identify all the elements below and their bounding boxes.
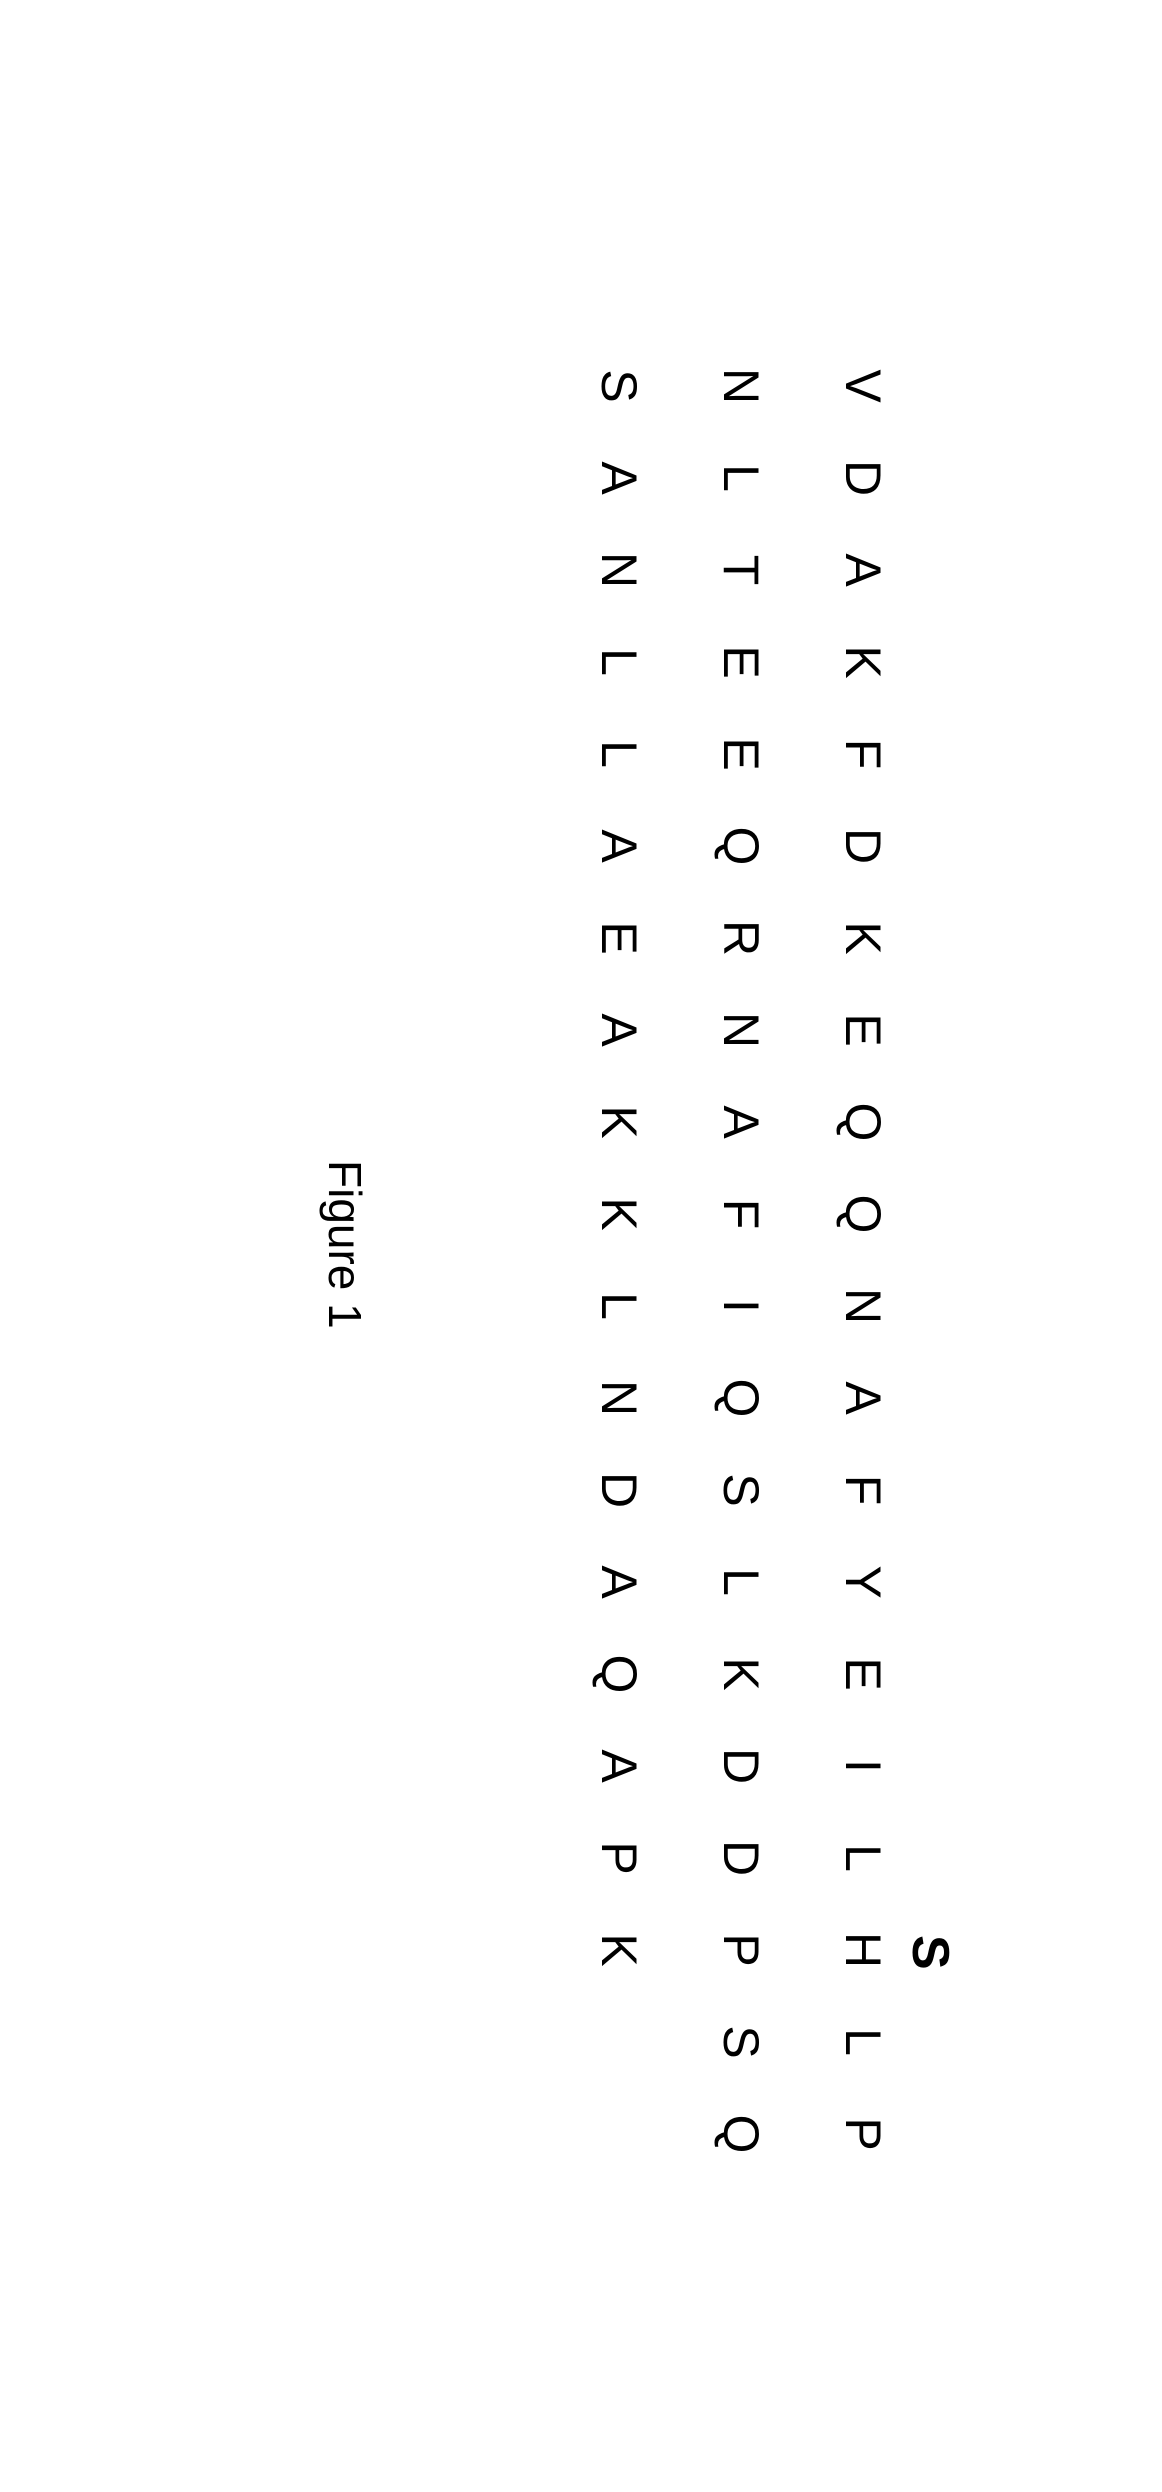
residue: Q: [712, 1352, 770, 1444]
figure-content: S VDAKFDKEQQNAFYEILHLPNLTEEQRNAFIQSLKDDP…: [526, 340, 892, 2190]
residue: S: [712, 1444, 770, 1536]
residue: E: [834, 984, 892, 1076]
residue: A: [712, 1076, 770, 1168]
residue: L: [590, 1260, 648, 1352]
residue: K: [590, 1904, 648, 1996]
residue: A: [590, 432, 648, 524]
residue: Q: [834, 1076, 892, 1168]
residue: D: [590, 1444, 648, 1536]
residue: Q: [834, 1168, 892, 1260]
residue: I: [712, 1260, 770, 1352]
residue: K: [834, 892, 892, 984]
residue: K: [590, 1076, 648, 1168]
residue: D: [712, 1720, 770, 1812]
residue: N: [590, 1352, 648, 1444]
residue: A: [590, 1536, 648, 1628]
residue: A: [590, 1720, 648, 1812]
residue: A: [834, 524, 892, 616]
residue: L: [712, 432, 770, 524]
residue: Q: [712, 800, 770, 892]
residue: D: [834, 800, 892, 892]
residue: A: [590, 984, 648, 1076]
residue: N: [834, 1260, 892, 1352]
residue: Y: [834, 1536, 892, 1628]
residue: I: [834, 1720, 892, 1812]
residue: S: [590, 340, 648, 432]
residue: E: [834, 1628, 892, 1720]
sequence-row-2: NLTEEQRNAFIQSLKDDPSQ: [712, 340, 770, 2190]
residue: V: [834, 340, 892, 432]
residue: N: [712, 340, 770, 432]
residue: L: [834, 1996, 892, 2088]
residue: L: [712, 1536, 770, 1628]
residue: K: [834, 616, 892, 708]
residue: P: [834, 2088, 892, 2180]
residue: F: [712, 1168, 770, 1260]
sequence-block: VDAKFDKEQQNAFYEILHLPNLTEEQRNAFIQSLKDDPSQ…: [590, 340, 892, 2190]
residue: D: [712, 1812, 770, 1904]
residue: L: [590, 616, 648, 708]
residue: F: [834, 708, 892, 800]
residue: L: [590, 708, 648, 800]
rotated-canvas: S VDAKFDKEQQNAFYEILHLPNLTEEQRNAFIQSLKDDP…: [0, 0, 1162, 2492]
residue: F: [834, 1444, 892, 1536]
residue: P: [590, 1812, 648, 1904]
residue: N: [712, 984, 770, 1076]
residue: D: [834, 432, 892, 524]
residue: A: [590, 800, 648, 892]
residue: E: [712, 616, 770, 708]
residue: S: [712, 1996, 770, 2088]
residue: E: [712, 708, 770, 800]
residue: R: [712, 892, 770, 984]
sequence-row-3: SANLLAEAKKLNDAQAPK: [590, 340, 648, 2190]
residue: K: [590, 1168, 648, 1260]
residue: Q: [712, 2088, 770, 2180]
residue: E: [590, 892, 648, 984]
residue: T: [712, 524, 770, 616]
residue: A: [834, 1352, 892, 1444]
residue: P: [712, 1904, 770, 1996]
residue: Q: [590, 1628, 648, 1720]
residue: N: [590, 524, 648, 616]
residue: H: [834, 1904, 892, 1996]
sequence-row-1: VDAKFDKEQQNAFYEILHLP: [834, 340, 892, 2190]
figure-caption: Figure 1: [318, 1160, 372, 1329]
residue: L: [834, 1812, 892, 1904]
residue: K: [712, 1628, 770, 1720]
annotation-s: S: [900, 1935, 960, 1970]
